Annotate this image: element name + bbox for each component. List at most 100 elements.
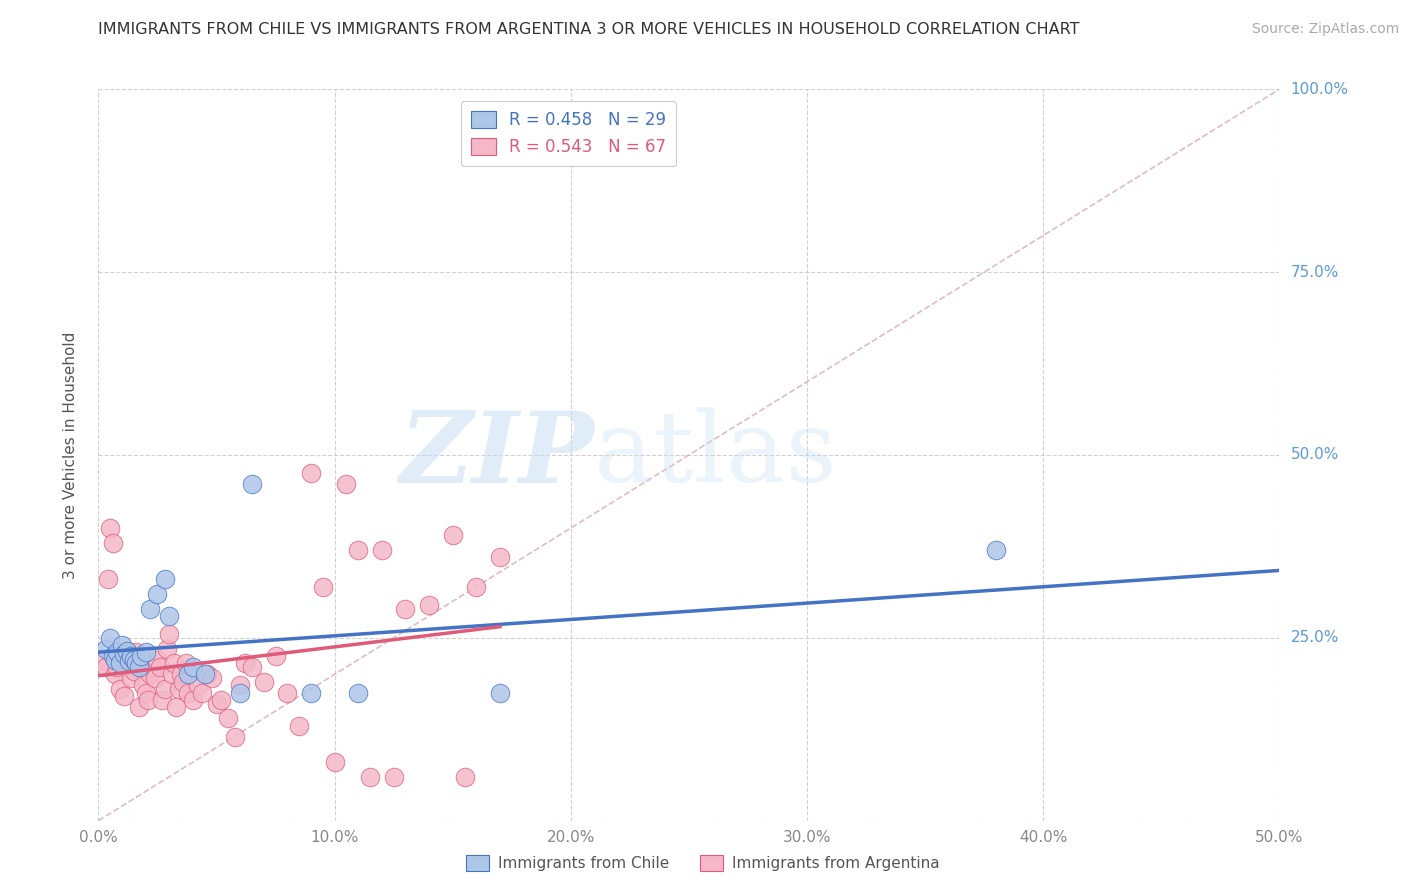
Point [157,608,180,623]
Point [165,700,187,714]
Point [125,645,148,659]
Point [163,657,186,671]
Point [112,647,135,661]
Point [453,770,475,784]
Point [149,660,172,674]
Point [299,686,322,700]
Point [94,660,117,674]
Point [382,770,405,784]
Point [94,641,117,656]
Point [112,690,135,704]
Point [288,718,311,732]
Point [441,528,464,542]
Point [128,700,150,714]
Point [984,543,1007,558]
Point [101,649,124,664]
Point [194,667,217,681]
Point [115,653,138,667]
Point [170,667,193,681]
Point [394,601,416,615]
Text: IMMIGRANTS FROM CHILE VS IMMIGRANTS FROM ARGENTINA 3 OR MORE VEHICLES IN HOUSEHO: IMMIGRANTS FROM CHILE VS IMMIGRANTS FROM… [98,22,1080,37]
Point [97,572,120,586]
Legend: Immigrants from Chile, Immigrants from Argentina: Immigrants from Chile, Immigrants from A… [460,849,946,877]
Point [91,653,114,667]
Point [104,653,127,667]
Point [146,653,169,667]
Point [276,686,298,700]
Point [172,674,194,689]
Point [489,550,512,565]
Point [121,671,143,685]
Point [128,660,150,674]
Point [167,681,190,696]
Point [312,580,335,594]
Point [105,645,128,659]
Point [139,667,162,681]
Text: 50.0%: 50.0% [1291,448,1339,462]
Point [135,686,157,700]
Point [135,645,157,659]
Point [108,681,131,696]
Point [174,657,197,671]
Point [105,660,128,674]
Point [111,657,134,671]
Point [150,693,173,707]
Point [160,667,183,681]
Point [323,755,346,769]
Point [224,730,246,744]
Point [115,644,138,658]
Point [132,678,155,692]
Point [146,587,169,601]
Point [299,466,322,480]
Point [335,477,357,491]
Y-axis label: 3 or more Vehicles in Household: 3 or more Vehicles in Household [63,331,77,579]
Point [108,657,131,671]
Text: 100.0%: 100.0% [1291,82,1348,96]
Point [187,678,209,692]
Point [209,693,232,707]
Point [465,580,488,594]
Point [118,654,141,668]
Point [191,686,214,700]
Point [201,671,224,685]
Point [98,631,121,645]
Point [240,660,263,674]
Point [181,693,204,707]
Point [347,543,370,558]
Point [177,667,200,681]
Point [229,686,252,700]
Text: Source: ZipAtlas.com: Source: ZipAtlas.com [1251,22,1399,37]
Point [195,667,218,681]
Point [129,649,152,664]
Point [177,686,200,700]
Text: 75.0%: 75.0% [1291,265,1339,279]
Point [136,693,159,707]
Text: 25.0%: 25.0% [1291,631,1339,645]
Point [143,671,166,685]
Text: atlas: atlas [595,407,837,503]
Point [217,711,239,725]
Point [142,660,165,674]
Point [98,521,121,535]
Point [240,477,263,491]
Point [122,664,145,678]
Point [489,686,512,700]
Point [253,674,276,689]
Point [371,543,394,558]
Point [233,657,256,671]
Legend: R = 0.458   N = 29, R = 0.543   N = 67: R = 0.458 N = 29, R = 0.543 N = 67 [461,101,676,166]
Point [129,657,152,671]
Text: ZIP: ZIP [399,407,595,503]
Point [418,598,440,612]
Point [125,657,148,671]
Point [153,681,176,696]
Point [264,649,287,664]
Point [121,649,143,664]
Point [347,686,370,700]
Point [229,678,252,692]
Point [181,660,204,674]
Point [359,770,381,784]
Point [156,641,179,656]
Point [205,697,228,711]
Point [157,627,180,641]
